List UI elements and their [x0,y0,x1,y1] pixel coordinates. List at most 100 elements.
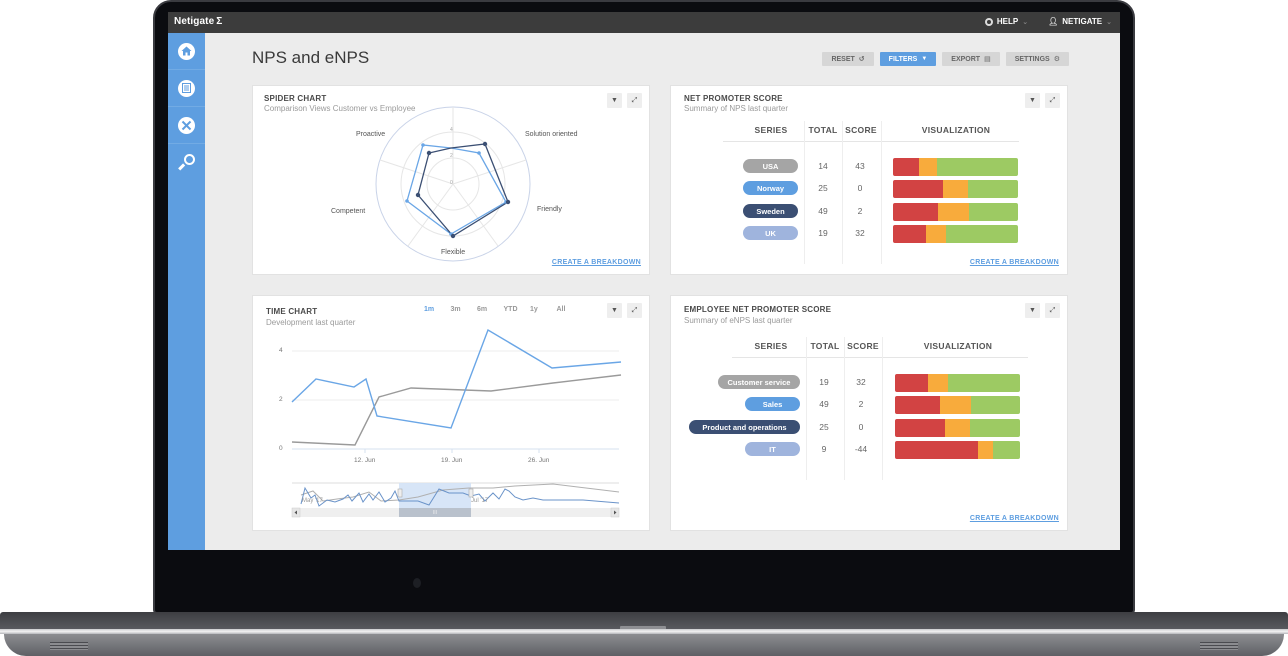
series-pill-usa[interactable]: USA [743,159,798,173]
expand-icon: ⤢ [1049,96,1056,104]
user-menu[interactable]: 👤︎ NETIGATE ⌄ [1048,17,1112,26]
range-all[interactable]: All [556,306,566,313]
expand-icon: ⤢ [631,96,638,104]
column-divider [881,121,882,264]
search-icon [178,154,195,171]
sidebar-item-home[interactable] [168,33,205,70]
laptop-base [0,612,1288,630]
navigator-label: May '17 [302,498,323,504]
create-breakdown-link[interactable]: CREATE A BREAKDOWN [551,259,641,266]
column-divider [806,337,807,480]
detractors-segment [893,180,943,198]
brand-mark-icon: Σ [216,16,223,27]
score-value: 0 [857,183,863,193]
column-header-series: SERIES [754,341,788,351]
radar-axis-label: Competent [331,208,366,215]
reset-icon: ↺ [858,56,865,63]
expand-button[interactable]: ⤢ [1045,93,1060,108]
card-title: NET PROMOTER SCORE [684,94,783,103]
chevron-down-icon: ⌄ [1106,18,1112,26]
radar-tick: 0 [450,180,453,186]
header-divider [723,141,1019,142]
passives-segment [938,203,970,221]
chevron-down-icon: ⌄ [1022,18,1029,26]
sidebar-item-tools[interactable] [168,107,205,144]
total-value: 49 [819,399,829,409]
series-pill-uk[interactable]: UK [743,226,798,240]
detractors-segment [895,374,928,392]
column-divider [842,121,843,264]
column-divider [844,337,845,480]
filter-button[interactable]: ▼ [1025,303,1040,318]
speaker-grill-left [50,642,88,650]
lifebuoy-icon [984,17,993,26]
promoters-segment [947,374,1020,392]
brand-logo[interactable]: Netigate Σ [174,16,222,27]
score-value: 0 [858,422,864,432]
navigator-label: Jul '17 [471,498,489,504]
score-value: 2 [858,399,864,409]
series-pill-norway[interactable]: Norway [743,181,798,195]
webcam-dot [413,578,421,588]
range-1y[interactable]: 1y [530,306,538,313]
series-pill-product-and-operations[interactable]: Product and operations [689,420,800,434]
radar-axis-label: Solution oriented [525,131,578,138]
tools-icon [178,116,195,134]
sidebar-item-reports[interactable] [168,70,205,107]
export-button[interactable]: EXPORT ▤ [942,52,1000,66]
reset-button[interactable]: RESET ↺ [822,52,874,66]
navigator-scrollbar-thumb[interactable]: III [432,509,438,516]
header-divider [732,357,1028,358]
series-pill-sweden[interactable]: Sweden [743,204,798,218]
promoters-segment [971,396,1020,414]
column-header-series: SERIES [754,125,788,135]
total-value: 25 [819,422,829,432]
passives-segment [925,225,946,243]
home-icon [178,42,195,60]
total-value: 14 [818,161,828,171]
y-tick: 0 [279,445,283,452]
sidebar-item-search[interactable] [168,144,205,181]
filter-button[interactable]: ▼ [1025,93,1040,108]
scroll-right-button[interactable] [611,508,619,517]
total-value: 19 [819,377,829,387]
line-chart [291,328,622,518]
series-pill-it[interactable]: IT [745,442,800,456]
filter-button[interactable]: ▼ [607,93,622,108]
speaker-grill-right [1200,642,1238,650]
promoters-segment [945,225,1018,243]
range-6m[interactable]: 6m [477,306,488,313]
column-header-visualization: VISUALIZATION [921,125,991,135]
expand-button[interactable]: ⤢ [627,93,642,108]
card-title: TIME CHART [266,307,318,316]
scroll-left-button[interactable] [292,508,300,517]
column-header-score: SCORE [845,125,877,135]
detractors-segment [895,396,940,414]
create-breakdown-link[interactable]: CREATE A BREAKDOWN [969,515,1059,522]
series-pill-sales[interactable]: Sales [745,397,800,411]
help-menu[interactable]: HELP ⌄ [984,17,1029,26]
total-value: 49 [818,206,828,216]
range-1m[interactable]: 1m [424,306,435,313]
filter-button[interactable]: ▼ [607,303,622,318]
series-pill-customer-service[interactable]: Customer service [718,375,800,389]
promoters-segment [992,441,1020,459]
brand-name: Netigate [174,16,215,27]
range-ytd[interactable]: YTD [503,306,518,313]
user-label: NETIGATE [1062,17,1103,26]
expand-button[interactable]: ⤢ [1045,303,1060,318]
promoters-segment [936,158,1018,176]
reset-label: RESET [831,55,855,63]
nps-bar-usa [893,158,1018,176]
filters-button[interactable]: FILTERS ▼ [879,52,937,66]
passives-segment [945,419,970,437]
settings-button[interactable]: SETTINGS ⚙ [1005,52,1069,66]
range-3m[interactable]: 3m [450,306,461,313]
nps-card: NET PROMOTER SCORE Summary of NPS last q… [670,85,1068,275]
top-bar: Netigate Σ HELP ⌄ 👤︎ NETIGATE ⌄ [168,12,1120,33]
user-icon: 👤︎ [1048,17,1059,26]
settings-label: SETTINGS [1014,55,1050,63]
create-breakdown-link[interactable]: CREATE A BREAKDOWN [969,259,1059,266]
enps-bar-sales [895,396,1020,414]
expand-button[interactable]: ⤢ [627,303,642,318]
